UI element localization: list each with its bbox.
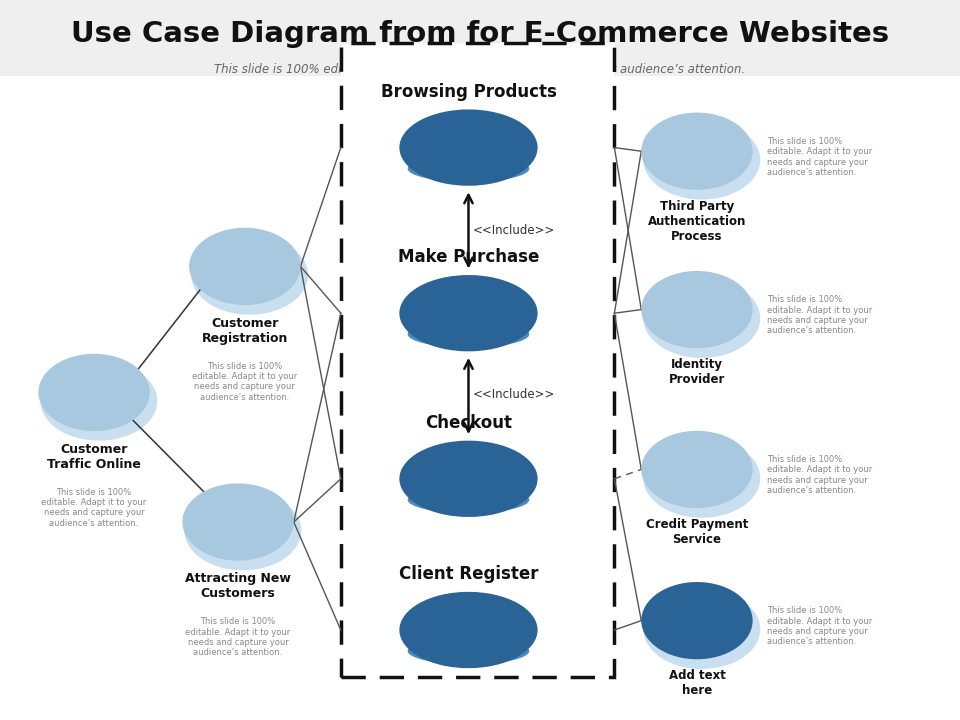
Text: This slide is 100%
editable. Adapt it to your
needs and capture your
audience’s : This slide is 100% editable. Adapt it to… bbox=[767, 455, 873, 495]
Text: Credit Payment
Service: Credit Payment Service bbox=[646, 518, 748, 546]
Ellipse shape bbox=[182, 483, 294, 561]
Ellipse shape bbox=[408, 156, 529, 182]
Text: Browsing Products: Browsing Products bbox=[380, 83, 557, 101]
Ellipse shape bbox=[643, 279, 760, 358]
Ellipse shape bbox=[408, 638, 529, 665]
Text: This slide is 100% editable. Adapt it to your needs and capture your audience’s : This slide is 100% editable. Adapt it to… bbox=[214, 63, 746, 76]
Text: <<Include>>: <<Include>> bbox=[472, 224, 555, 237]
Text: Client Register: Client Register bbox=[398, 565, 539, 583]
Text: Attracting New
Customers: Attracting New Customers bbox=[185, 572, 291, 600]
Ellipse shape bbox=[641, 582, 753, 660]
Ellipse shape bbox=[641, 112, 753, 190]
Text: This slide is 100%
editable. Adapt it to your
needs and capture your
audience’s : This slide is 100% editable. Adapt it to… bbox=[41, 487, 147, 528]
Ellipse shape bbox=[641, 271, 753, 348]
Text: Customer
Traffic Online: Customer Traffic Online bbox=[47, 443, 141, 471]
Text: Customer
Registration: Customer Registration bbox=[202, 317, 288, 345]
Text: <<Include>>: <<Include>> bbox=[472, 388, 555, 401]
Text: Identity
Provider: Identity Provider bbox=[669, 358, 725, 386]
Ellipse shape bbox=[40, 361, 157, 441]
Text: Add text
here: Add text here bbox=[668, 669, 726, 697]
Ellipse shape bbox=[191, 235, 308, 315]
Ellipse shape bbox=[184, 491, 301, 570]
Text: Use Case Diagram from for E-Commerce Websites: Use Case Diagram from for E-Commerce Web… bbox=[71, 20, 889, 48]
Ellipse shape bbox=[408, 321, 529, 348]
Ellipse shape bbox=[408, 487, 529, 513]
Text: Checkout: Checkout bbox=[425, 414, 512, 432]
Ellipse shape bbox=[38, 354, 150, 431]
Ellipse shape bbox=[399, 441, 538, 517]
Text: This slide is 100%
editable. Adapt it to your
needs and capture your
audience’s : This slide is 100% editable. Adapt it to… bbox=[767, 137, 873, 177]
Ellipse shape bbox=[641, 431, 753, 508]
Ellipse shape bbox=[643, 590, 760, 669]
Ellipse shape bbox=[643, 120, 760, 199]
Text: This slide is 100%
editable. Adapt it to your
needs and capture your
audience’s : This slide is 100% editable. Adapt it to… bbox=[185, 617, 291, 657]
Text: This slide is 100%
editable. Adapt it to your
needs and capture your
audience’s : This slide is 100% editable. Adapt it to… bbox=[767, 606, 873, 647]
Ellipse shape bbox=[643, 438, 760, 518]
Text: This slide is 100%
editable. Adapt it to your
needs and capture your
audience’s : This slide is 100% editable. Adapt it to… bbox=[767, 295, 873, 336]
Text: Make Purchase: Make Purchase bbox=[397, 248, 540, 266]
Ellipse shape bbox=[399, 109, 538, 186]
Ellipse shape bbox=[189, 228, 300, 305]
Text: This slide is 100%
editable. Adapt it to your
needs and capture your
audience’s : This slide is 100% editable. Adapt it to… bbox=[192, 361, 298, 402]
Ellipse shape bbox=[399, 275, 538, 351]
Ellipse shape bbox=[399, 592, 538, 668]
FancyBboxPatch shape bbox=[341, 43, 614, 677]
Text: Third Party
Authentication
Process: Third Party Authentication Process bbox=[648, 199, 746, 243]
Bar bbox=[0, 0, 960, 76]
